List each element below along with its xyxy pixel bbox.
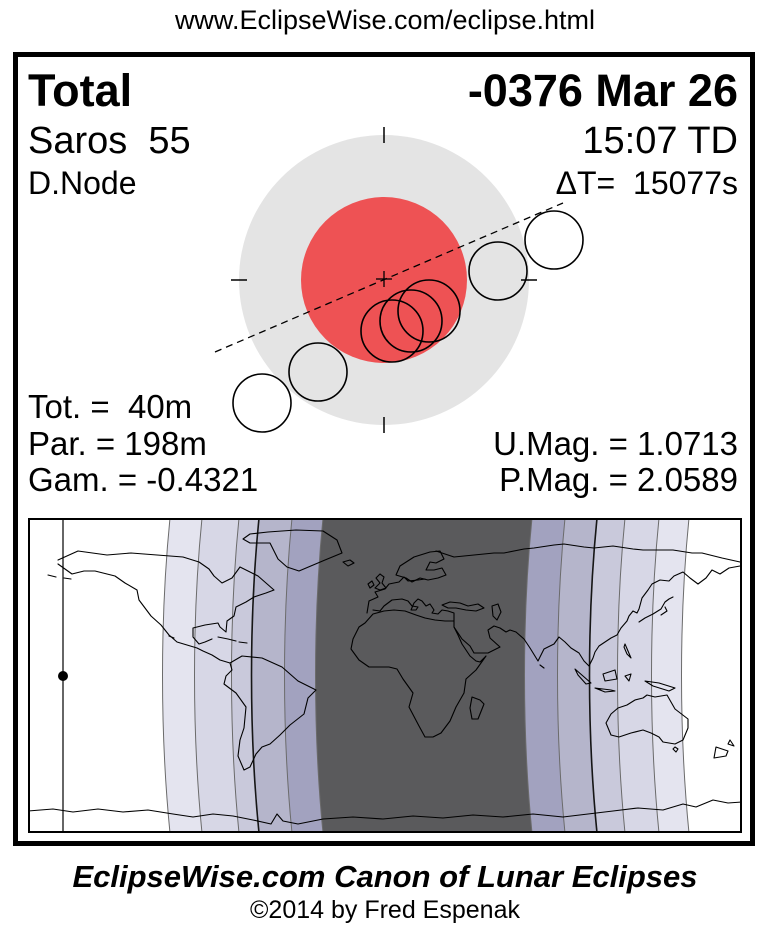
coastline-path xyxy=(28,799,742,825)
band-east-3 xyxy=(589,518,625,833)
visibility-map xyxy=(28,518,742,833)
band-boundary xyxy=(557,518,566,833)
band-total-visibility xyxy=(315,518,532,833)
moon-position-U1 xyxy=(288,342,348,402)
shadow-diagram xyxy=(214,127,584,433)
coastlines xyxy=(28,529,742,825)
moon-position-P4 xyxy=(524,210,584,270)
coastline-path xyxy=(395,550,447,583)
band-boundary xyxy=(524,518,533,833)
totality-duration: Tot. = 40m xyxy=(28,388,193,425)
footer-title: EclipseWise.com Canon of Lunar Eclipses xyxy=(72,859,698,894)
moon-position-U3 xyxy=(397,279,461,343)
coastline-path xyxy=(372,598,455,622)
coastline-path xyxy=(441,601,502,621)
partial-duration: Par. = 198m xyxy=(28,425,207,462)
coastline-path xyxy=(57,563,231,664)
footer-copyright: ©2014 by Fred Espenak xyxy=(250,896,520,924)
band-west-1 xyxy=(162,518,202,833)
moon-position-greatest xyxy=(379,289,443,353)
zenith-markers xyxy=(58,518,68,833)
coastline-path xyxy=(242,529,343,572)
moonrise-moonset-curve xyxy=(250,518,260,833)
coastline-path xyxy=(574,668,676,693)
coastline-path xyxy=(713,739,735,759)
band-boundary xyxy=(651,518,660,833)
band-boundary xyxy=(231,518,240,833)
coastline-path xyxy=(366,576,426,614)
band-east-1 xyxy=(651,518,689,833)
gamma-value: Gam. = -0.4321 xyxy=(28,461,259,498)
greatest-eclipse-time: 15:07 TD xyxy=(582,120,738,162)
coastline-path xyxy=(57,550,275,645)
moonrise-moonset-curve xyxy=(588,518,598,833)
band-boundary xyxy=(617,518,626,833)
eclipse-date: -0376 Mar 26 xyxy=(467,65,738,116)
band-west-2 xyxy=(194,518,239,833)
band-west-5 xyxy=(284,518,323,833)
ecliptic-dashed-line xyxy=(214,202,564,353)
penumbral-magnitude: P.Mag. = 2.0589 xyxy=(499,461,738,498)
band-boundary xyxy=(284,518,293,833)
band-east-2 xyxy=(617,518,659,833)
moon-position-U4 xyxy=(468,241,528,301)
moon-position-P1 xyxy=(232,373,292,433)
map-border xyxy=(28,518,742,833)
band-boundary xyxy=(162,518,171,833)
band-west-4 xyxy=(251,518,292,833)
coastline-path xyxy=(469,696,485,720)
band-east-4 xyxy=(557,518,597,833)
moon-position-U2 xyxy=(360,299,424,363)
band-boundary xyxy=(194,518,203,833)
coastline-path xyxy=(453,565,741,667)
band-east-5 xyxy=(524,518,565,833)
coastline-path xyxy=(223,655,317,771)
umbral-magnitude: U.Mag. = 1.0713 xyxy=(493,425,738,462)
coastline-path xyxy=(435,543,741,563)
delta-t-value: ΔT= 15077s xyxy=(555,165,738,201)
page-url-title: www.EclipseWise.com/eclipse.html xyxy=(174,5,596,35)
band-boundary xyxy=(681,518,690,833)
visibility-bands xyxy=(162,518,689,833)
node-label: D.Node xyxy=(28,165,137,201)
coastline-path xyxy=(47,574,248,644)
saros-series-label: Saros 55 xyxy=(28,120,191,162)
moon-zenith-point xyxy=(58,671,68,681)
coastline-path xyxy=(539,596,674,669)
band-boundary xyxy=(315,518,324,833)
coastline-path xyxy=(342,559,387,591)
coastline-path xyxy=(605,694,689,753)
band-boundary-lines xyxy=(162,518,690,833)
coastline-path xyxy=(350,609,487,738)
eclipse-type-label: Total xyxy=(28,65,133,116)
